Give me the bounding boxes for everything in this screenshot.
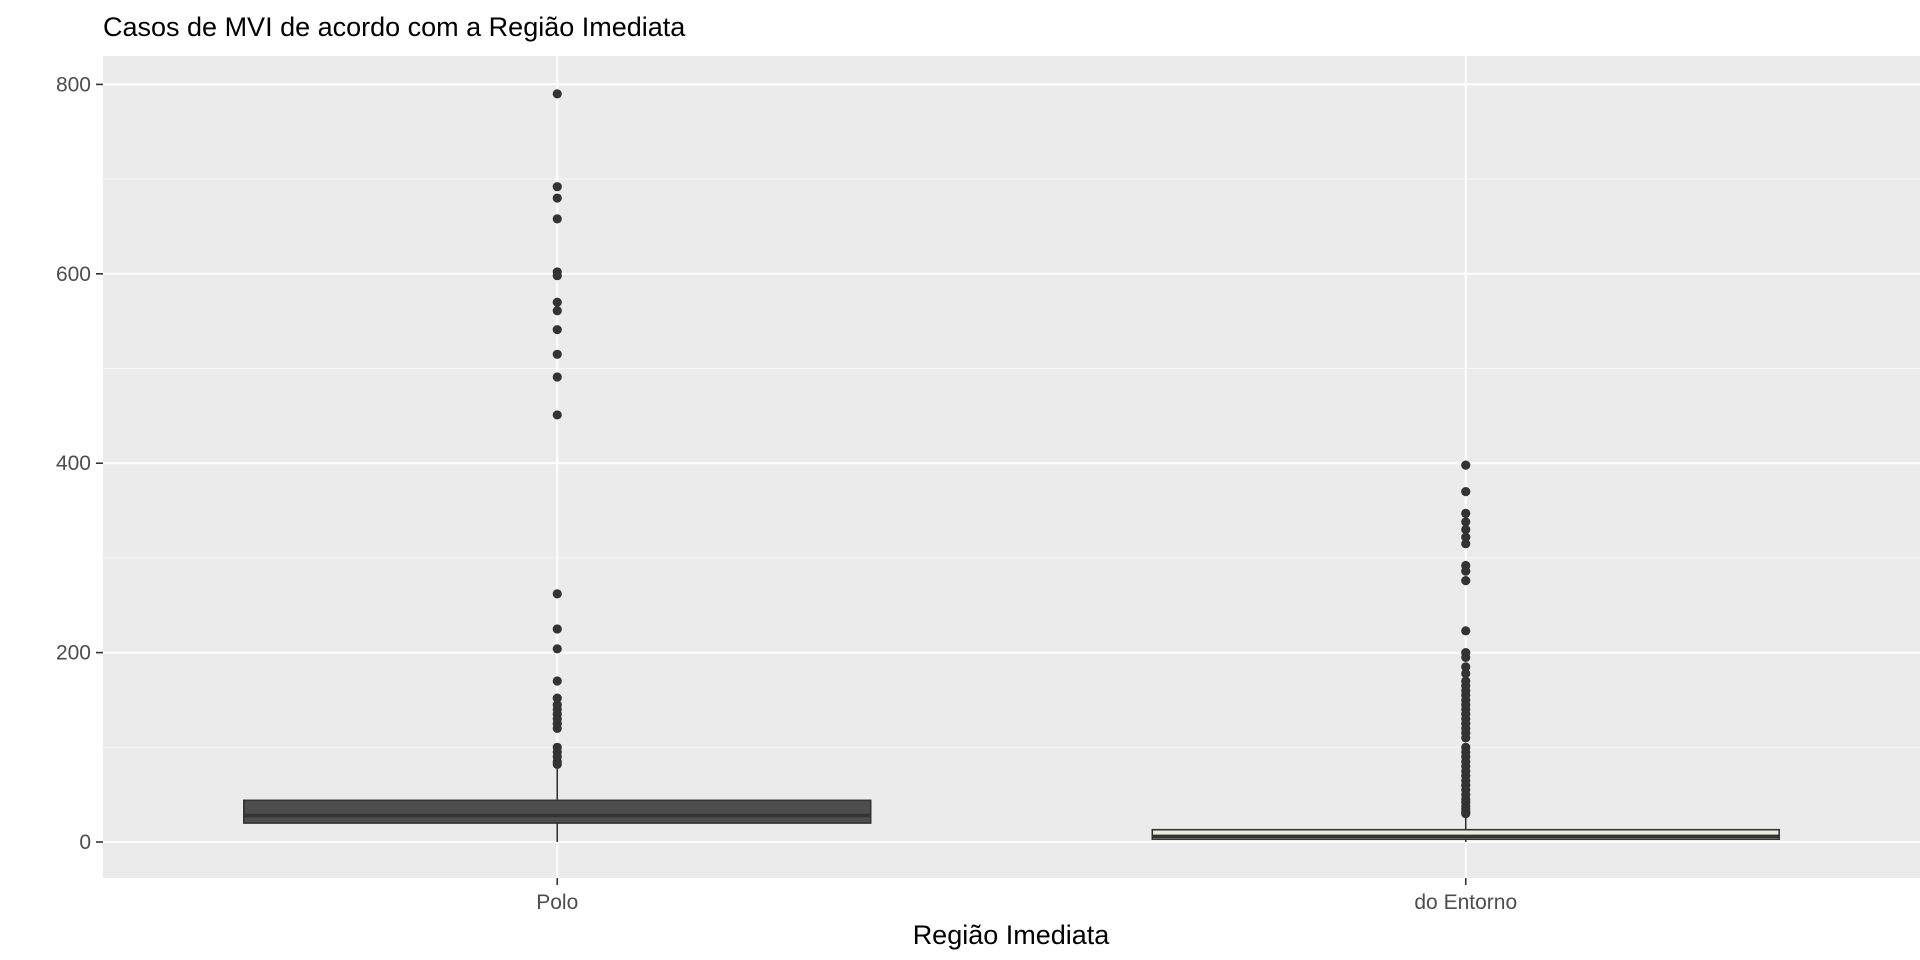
outlier-point [552,349,562,359]
outlier-point [552,214,562,224]
outlier-point [552,182,562,192]
outlier-point [552,410,562,420]
outlier-point [1461,809,1471,819]
outlier-point [552,193,562,203]
y-tick-label: 400 [56,452,91,475]
outlier-point [552,297,562,307]
outlier-point [1461,668,1471,679]
boxes [243,89,1780,843]
y-tick-label: 0 [79,831,91,854]
outlier-point [1461,566,1471,576]
outlier-point [552,676,562,686]
box-do-entorno [1151,460,1780,843]
outlier-point [1461,576,1471,586]
outlier-point [552,693,562,703]
chart-title: Casos de MVI de acordo com a Região Imed… [103,12,686,42]
outlier-point [552,624,562,634]
outlier-point [1461,539,1471,549]
outlier-point [1461,662,1471,672]
axes: 0 200 400 600 800 Polo do Entorno [56,73,1517,914]
outlier-point [552,372,562,382]
y-tick-label: 800 [56,73,91,96]
x-axis-title: Região Imediata [913,920,1111,950]
x-tick-label: do Entorno [1414,891,1517,914]
outlier-point [1461,532,1471,542]
plot-panel [103,56,1920,878]
outlier-point [552,723,562,733]
outlier-point [552,589,562,599]
box-body [243,799,872,824]
outlier-point [1461,508,1471,519]
outlier-point [552,306,562,316]
outlier-point [552,271,562,281]
box-body [1151,828,1780,840]
y-tick-label: 200 [56,642,91,665]
outlier-point [1461,517,1471,527]
outlier-point [552,759,562,769]
y-tick-label: 600 [56,263,91,286]
outlier-point [1461,460,1471,470]
outlier-point [552,644,562,654]
x-tick-label: Polo [536,891,578,914]
outlier-point [1461,733,1471,743]
outlier-point [1461,524,1471,535]
outlier-point [1461,626,1471,636]
box-polo [243,89,872,843]
outlier-point [1461,652,1471,662]
outlier-point [552,89,562,99]
outlier-point [1461,487,1471,497]
outlier-point [552,325,562,335]
